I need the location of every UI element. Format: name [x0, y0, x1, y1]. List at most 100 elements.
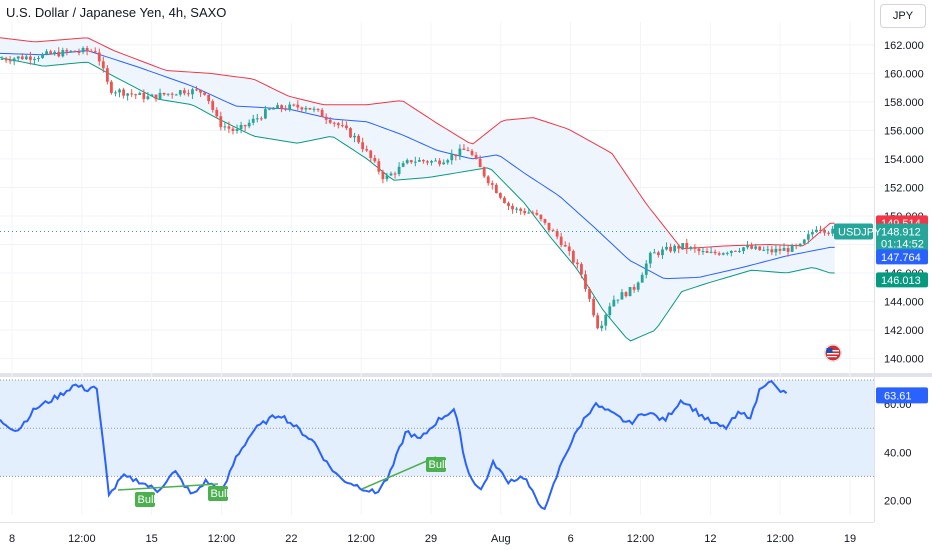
candle-up [16, 56, 20, 59]
candle-down [819, 229, 822, 231]
rsi-tick-label: 40.00 [884, 447, 912, 459]
candle-down [462, 148, 466, 150]
candle-down [827, 232, 830, 234]
last-price-label: 148.912 [881, 226, 921, 238]
candle-up [251, 118, 255, 123]
candle-down [73, 50, 77, 53]
time-tick-label: 12:00 [208, 533, 236, 545]
rsi-tick-label: 20.00 [884, 496, 912, 508]
candle-up [604, 315, 608, 326]
bull-badge [426, 457, 446, 472]
candle-down [361, 142, 365, 150]
candle-up [288, 104, 292, 110]
candle-down [130, 93, 134, 95]
candle-down [345, 125, 348, 129]
candle-down [758, 246, 762, 251]
candle-up [312, 108, 316, 110]
candle-down [215, 109, 219, 117]
candle-up [304, 107, 308, 110]
candle-down [101, 61, 105, 69]
candle-down [547, 222, 551, 231]
candle-down [336, 123, 340, 126]
candle-down [539, 214, 543, 220]
candle-down [211, 101, 215, 110]
candle-down [328, 119, 332, 123]
candle-down [470, 150, 474, 155]
candle-down [357, 135, 360, 143]
candle-down [511, 205, 514, 210]
candle-up [673, 245, 677, 252]
candle-down [340, 125, 344, 127]
bull-badge [135, 492, 155, 507]
candle-up [239, 124, 243, 130]
candle-down [422, 159, 425, 162]
candle-down [454, 154, 458, 157]
candle-down [567, 246, 571, 252]
candle-up [689, 247, 693, 249]
currency-button[interactable]: JPY [880, 4, 926, 28]
candle-down [373, 157, 377, 162]
candle-up [255, 118, 259, 120]
candle-up [446, 160, 450, 163]
candle-down [20, 56, 24, 60]
candle-up [721, 253, 725, 255]
candle-up [774, 248, 778, 253]
axes: 140.000142.000144.000146.000148.000150.0… [9, 40, 924, 545]
us-flag-icon[interactable] [820, 344, 846, 362]
candle-up [389, 173, 393, 176]
candle-down [393, 173, 397, 175]
time-tick-label: 12:00 [347, 533, 375, 545]
bull-label: Bull [138, 494, 156, 506]
candle-down [750, 245, 754, 249]
candle-down [231, 128, 235, 131]
candle-up [272, 108, 275, 110]
candle-down [531, 212, 535, 214]
candle-down [503, 197, 506, 204]
candle-up [754, 246, 758, 249]
candle-up [37, 58, 40, 60]
candle-up [742, 247, 745, 251]
candle-up [53, 51, 57, 54]
candle-down [280, 105, 283, 109]
candle-up [24, 56, 28, 60]
candle-up [612, 299, 616, 307]
candle-up [191, 89, 194, 95]
candle-down [580, 264, 583, 275]
candle-up [33, 58, 36, 60]
candle-up [815, 229, 818, 233]
candle-down [596, 315, 600, 329]
candle-down [300, 107, 304, 110]
bull-label: Bull [211, 488, 229, 500]
candle-up [527, 212, 531, 214]
bb-basis-line [0, 50, 835, 280]
candle-down [778, 248, 782, 251]
candle-down [365, 149, 369, 151]
candle-up [652, 252, 656, 254]
candle-up [430, 160, 433, 163]
candle-down [563, 245, 567, 247]
candle-up [762, 249, 766, 251]
candle-up [263, 109, 267, 119]
candle-up [166, 93, 170, 95]
candle-down [207, 94, 211, 102]
candle-up [810, 232, 814, 235]
candle-down [162, 92, 166, 95]
candle-down [320, 109, 324, 117]
candle-down [494, 184, 498, 194]
candle-up [766, 249, 770, 251]
bull-divergence-line [361, 456, 437, 490]
price-tick-label: 154.000 [884, 154, 924, 166]
candle-down [77, 52, 81, 54]
candle-up [802, 239, 806, 244]
candle-up [353, 135, 356, 138]
candle-down [786, 248, 790, 252]
symbol-label: USDJPY [838, 226, 882, 238]
candle-down [409, 160, 413, 163]
candle-up [600, 325, 604, 329]
candle-up [138, 92, 142, 96]
candle-down [49, 51, 53, 54]
candle-up [806, 234, 810, 240]
candle-up [397, 166, 401, 175]
candle-up [434, 160, 437, 162]
